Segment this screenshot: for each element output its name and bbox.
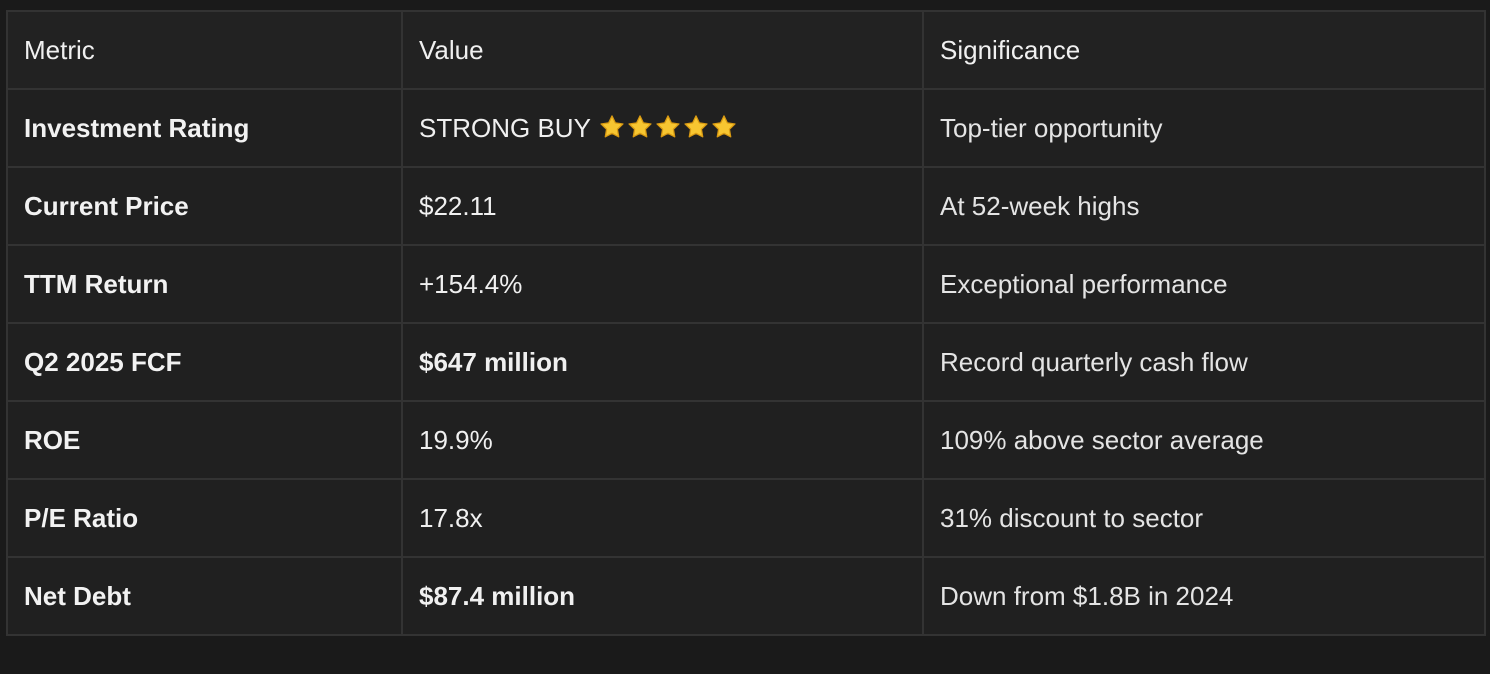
value-cell: +154.4%	[401, 244, 924, 324]
value-cell: 19.9%	[401, 400, 924, 480]
table-row: TTM Return +154.4% Exceptional performan…	[6, 244, 1486, 324]
significance-cell: Exceptional performance	[922, 244, 1486, 324]
header-value: Value	[401, 10, 924, 90]
significance-cell: Top-tier opportunity	[922, 88, 1486, 168]
value-cell: 17.8x	[401, 478, 924, 558]
star-icon	[628, 114, 652, 138]
table-row: Net Debt $87.4 million Down from $1.8B i…	[6, 556, 1486, 636]
metrics-table-container: Metric Value Significance Investment Rat…	[6, 10, 1486, 636]
table-row: Investment Rating STRONG BUY Top-tier op…	[6, 88, 1486, 168]
metric-cell: ROE	[6, 400, 403, 480]
significance-cell: 31% discount to sector	[922, 478, 1486, 558]
metrics-table: Metric Value Significance Investment Rat…	[6, 10, 1486, 636]
value-cell: $22.11	[401, 166, 924, 246]
value-cell: STRONG BUY	[401, 88, 924, 168]
significance-cell: 109% above sector average	[922, 400, 1486, 480]
rating-text: STRONG BUY	[419, 112, 591, 143]
significance-cell: At 52-week highs	[922, 166, 1486, 246]
metric-cell: Q2 2025 FCF	[6, 322, 403, 402]
significance-cell: Down from $1.8B in 2024	[922, 556, 1486, 636]
value-cell: $647 million	[401, 322, 924, 402]
metric-cell: TTM Return	[6, 244, 403, 324]
star-icon	[684, 114, 708, 138]
significance-cell: Record quarterly cash flow	[922, 322, 1486, 402]
rating-stars	[599, 114, 739, 140]
metric-cell: P/E Ratio	[6, 478, 403, 558]
table-row: ROE 19.9% 109% above sector average	[6, 400, 1486, 480]
value-cell: $87.4 million	[401, 556, 924, 636]
table-row: Q2 2025 FCF $647 million Record quarterl…	[6, 322, 1486, 402]
star-icon	[600, 114, 624, 138]
metric-cell: Net Debt	[6, 556, 403, 636]
header-significance: Significance	[922, 10, 1486, 90]
star-icon	[712, 114, 736, 138]
table-header-row: Metric Value Significance	[6, 10, 1486, 90]
metric-cell: Current Price	[6, 166, 403, 246]
header-metric: Metric	[6, 10, 403, 90]
metric-cell: Investment Rating	[6, 88, 403, 168]
star-icon	[656, 114, 680, 138]
table-row: Current Price $22.11 At 52-week highs	[6, 166, 1486, 246]
table-row: P/E Ratio 17.8x 31% discount to sector	[6, 478, 1486, 558]
